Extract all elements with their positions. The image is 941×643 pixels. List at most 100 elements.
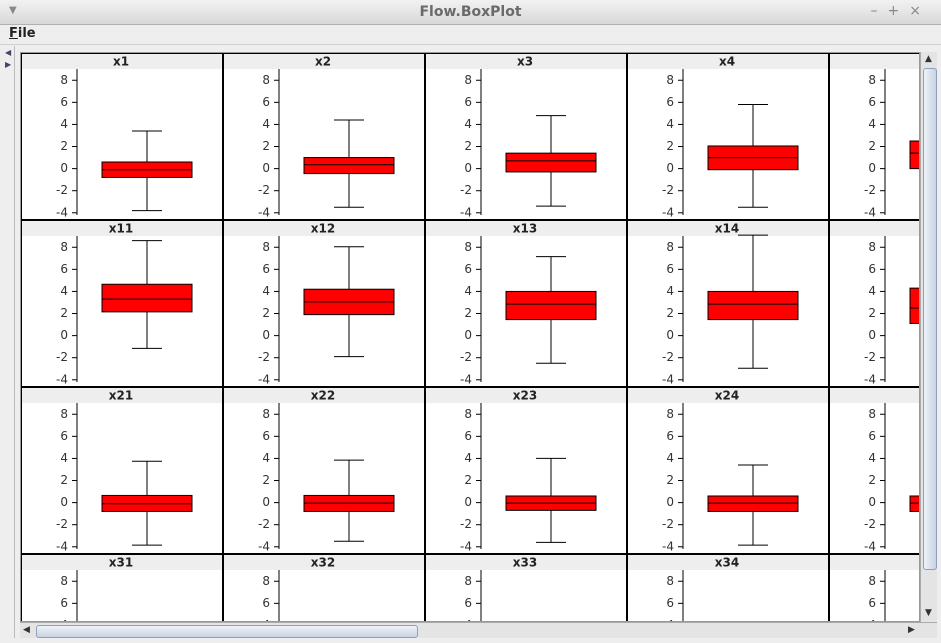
panel [830, 54, 919, 219]
y-tick-label: 0 [464, 161, 472, 175]
y-tick-label: 8 [262, 73, 270, 87]
y-tick-label: 4 [464, 284, 472, 298]
y-tick-label: 4 [60, 451, 68, 465]
y-tick-label: -2 [864, 350, 876, 364]
y-tick-label: -2 [258, 183, 270, 197]
y-tick-label: 2 [464, 306, 472, 320]
y-tick-label: 8 [666, 73, 674, 87]
y-tick-label: -2 [56, 517, 68, 531]
y-tick-label: 0 [60, 495, 68, 509]
horizontal-scrollbar[interactable]: ◀ ▶ [20, 622, 937, 638]
y-tick-label: -4 [258, 205, 270, 219]
y-tick-label: 2 [666, 139, 674, 153]
y-tick-label: -4 [662, 372, 674, 386]
y-tick-label: 4 [464, 117, 472, 131]
window-menu-button[interactable]: ▼ [9, 5, 17, 16]
y-tick-label: -4 [460, 372, 472, 386]
y-tick-label: -2 [662, 183, 674, 197]
panel-title-strip [628, 221, 828, 236]
panel [224, 54, 424, 219]
panel-title-strip [628, 555, 828, 570]
y-tick-label: 6 [262, 95, 270, 109]
y-tick-label: 2 [868, 139, 876, 153]
scroll-thumb[interactable] [923, 68, 937, 570]
panel-title: x31 [109, 556, 133, 570]
panel-title: x1 [113, 55, 129, 69]
window-title: Flow.BoxPlot [419, 4, 522, 20]
y-tick-label: 2 [868, 473, 876, 487]
split-divider[interactable]: ◀ ▶ [2, 46, 15, 638]
y-tick-label: 6 [464, 429, 472, 443]
title-bar: ▼ Flow.BoxPlot –+× [0, 0, 941, 25]
y-tick-label: -4 [258, 372, 270, 386]
y-tick-label: 6 [464, 596, 472, 610]
panel [22, 388, 222, 553]
y-tick-label: 0 [464, 495, 472, 509]
y-tick-label: 6 [666, 596, 674, 610]
panel [22, 54, 222, 219]
box [707, 495, 799, 512]
panel [830, 221, 919, 386]
y-tick-label: 4 [262, 451, 270, 465]
window-buttons[interactable]: –+× [870, 3, 931, 19]
panel [426, 388, 626, 553]
y-tick-label: 0 [868, 328, 876, 342]
y-tick-label: 2 [60, 306, 68, 320]
y-tick-label: -4 [258, 539, 270, 553]
y-tick-label: 6 [262, 429, 270, 443]
box [303, 157, 395, 175]
y-tick-label: 6 [60, 596, 68, 610]
panel-title-strip [830, 54, 919, 69]
y-tick-label: 6 [464, 262, 472, 276]
y-tick-label: -4 [864, 539, 876, 553]
y-tick-label: 4 [262, 117, 270, 131]
y-tick-label: 8 [262, 407, 270, 421]
panel-title-strip [426, 388, 626, 403]
panel [830, 388, 919, 553]
y-tick-label: 6 [666, 262, 674, 276]
box [707, 290, 799, 321]
panel-title: x12 [311, 222, 335, 236]
y-tick-label: -2 [864, 183, 876, 197]
panel-title-strip [426, 221, 626, 236]
panel-title: x22 [311, 389, 335, 403]
box [909, 287, 919, 324]
y-tick-label: 0 [666, 328, 674, 342]
panel [224, 388, 424, 553]
y-tick-label: 2 [666, 306, 674, 320]
panel [426, 54, 626, 219]
y-tick-label: 4 [464, 451, 472, 465]
y-tick-label: 8 [262, 574, 270, 588]
y-tick-label: -4 [56, 539, 68, 553]
y-tick-label: 8 [60, 407, 68, 421]
y-tick-label: 8 [464, 73, 472, 87]
y-tick-label: 4 [666, 117, 674, 131]
panel-title: x32 [311, 556, 335, 570]
y-tick-label: 2 [464, 139, 472, 153]
panel [628, 54, 828, 219]
y-tick-label: 2 [262, 139, 270, 153]
y-tick-label: 2 [464, 473, 472, 487]
scroll-thumb[interactable] [36, 625, 418, 638]
y-tick-label: -2 [460, 517, 472, 531]
y-tick-label: 4 [868, 284, 876, 298]
y-tick-label: 2 [868, 306, 876, 320]
box [909, 140, 919, 170]
y-tick-label: 4 [666, 618, 674, 622]
vertical-scrollbar[interactable]: ▲ ▼ [920, 52, 937, 622]
panel-title-strip [628, 54, 828, 69]
panel-title: x33 [513, 556, 537, 570]
y-tick-label: -4 [662, 205, 674, 219]
y-tick-label: 8 [666, 240, 674, 254]
y-tick-label: 8 [60, 574, 68, 588]
panel-title-strip [426, 54, 626, 69]
menu-item[interactable]: File [9, 26, 36, 41]
panel-title: x23 [513, 389, 537, 403]
y-tick-label: 8 [262, 240, 270, 254]
y-tick-label: 6 [666, 429, 674, 443]
y-tick-label: 8 [464, 574, 472, 588]
panel-title-strip [22, 555, 222, 570]
y-tick-label: 8 [666, 407, 674, 421]
y-tick-label: -4 [460, 539, 472, 553]
plot-grid: x1 -4 -2 0 2 4 6 8 x2 -4 -2 0 2 4 6 8 x3 -4 -2 0 2 4 6 8 x4 -4 -2 0… [22, 54, 919, 622]
